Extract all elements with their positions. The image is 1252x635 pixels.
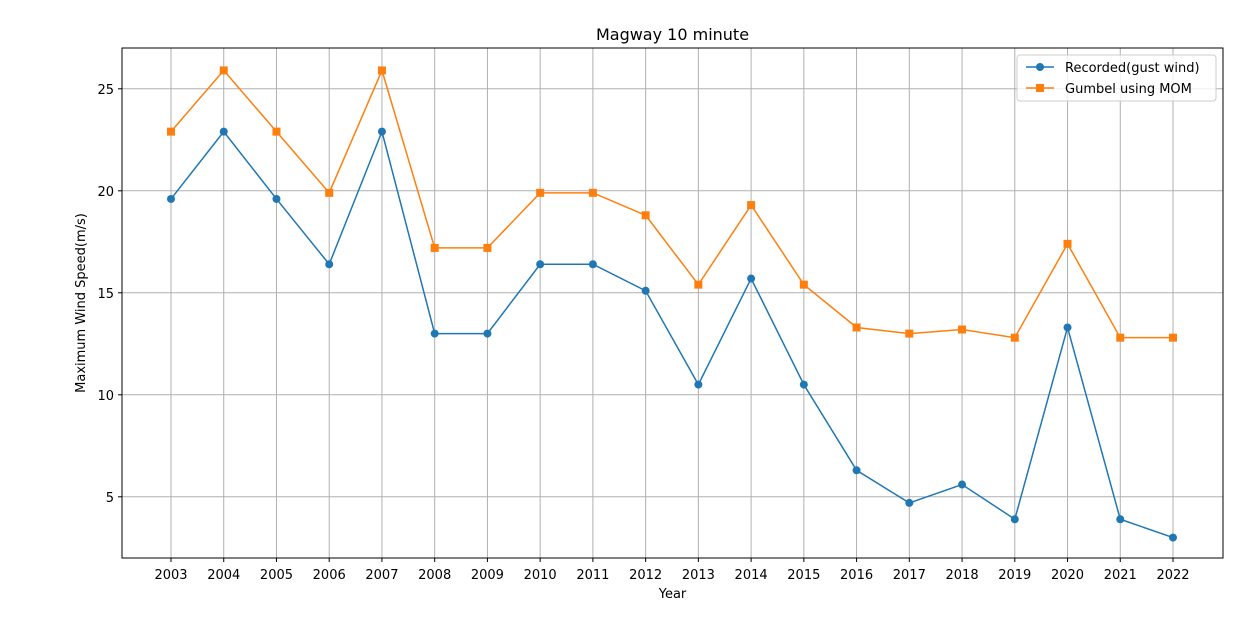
data-point [905,498,914,507]
data-point [483,243,492,252]
data-point [377,127,386,136]
y-tick-label: 5 [106,491,114,506]
x-axis-title: Year [658,587,687,602]
x-tick-label: 2007 [365,568,398,583]
x-tick-label: 2003 [154,568,187,583]
plot-area [121,47,1224,559]
x-tick-label: 2006 [313,568,346,583]
data-point [377,66,386,75]
data-point [905,329,914,338]
x-tick-label: 2011 [576,568,609,583]
x-tick-label: 2016 [840,568,873,583]
data-point [641,211,650,220]
x-tick-label: 2015 [787,568,820,583]
data-point [588,188,597,197]
data-point [1010,333,1019,342]
data-point [272,127,281,136]
data-point [852,466,861,475]
data-point [536,260,545,269]
data-point [430,329,439,338]
legend-marker [1036,63,1044,71]
legend-label: Recorded(gust wind) [1065,61,1200,76]
data-point [167,127,175,136]
data-point [1169,333,1177,342]
data-point [1116,515,1125,524]
x-tick-label: 2013 [682,568,715,583]
legend-label: Gumbel using MOM [1065,82,1192,97]
y-axis: 5 10 15 20 25 [97,83,122,506]
chart-title: Magway 10 minute [596,25,749,44]
data-point [958,325,967,334]
data-point [430,243,439,252]
data-point [747,201,756,210]
data-point [1116,333,1125,342]
series-layer [167,66,1177,542]
legend-item: Recorded(gust wind) [1026,61,1200,76]
data-point [1063,239,1072,248]
data-point [852,323,861,332]
x-tick-label: 2014 [735,568,768,583]
data-point [536,188,545,197]
x-tick-label: 2012 [629,568,662,583]
data-point [272,194,281,203]
data-point [747,274,756,283]
data-point [588,260,597,269]
data-point [325,188,334,197]
data-point [1010,515,1019,524]
grid [122,48,1223,558]
data-point [799,280,808,289]
legend-marker [1036,84,1044,92]
series-1 [167,127,1177,542]
data-point [483,329,492,338]
x-tick-label: 2004 [207,568,240,583]
series-line [170,129,1174,539]
series-2 [167,66,1177,342]
legend-box [1016,54,1217,102]
x-tick-label: 2019 [998,568,1031,583]
x-tick-label: 2018 [946,568,979,583]
data-point [799,380,808,389]
legend-item: Gumbel using MOM [1026,82,1192,97]
data-point [641,286,650,295]
y-tick-label: 15 [97,287,114,302]
data-point [219,127,228,136]
data-point [325,260,334,269]
data-point [1169,533,1177,542]
y-axis-title: Maximum Wind Speed(m/s) [74,213,89,393]
data-point [694,280,703,289]
y-tick-label: 25 [97,83,114,98]
series-line [170,68,1173,339]
x-tick-label: 2022 [1156,568,1189,583]
x-tick-label: 2021 [1104,568,1137,583]
data-point [1063,323,1072,332]
x-tick-label: 2008 [418,568,451,583]
x-tick-label: 2009 [471,568,504,583]
legend: Recorded(gust wind) Gumbel using MOM [1016,54,1217,102]
x-axis: 2003 2004 2005 2006 2007 2008 2009 2010 2011 2012… [154,558,1190,583]
data-point [958,480,967,489]
y-tick-label: 20 [97,185,114,200]
data-point [694,380,703,389]
y-tick-label: 10 [97,389,114,404]
x-tick-label: 2017 [893,568,926,583]
x-tick-label: 2005 [260,568,293,583]
data-point [219,66,228,75]
x-tick-label: 2010 [524,568,557,583]
x-tick-label: 2020 [1051,568,1084,583]
data-point [167,194,175,203]
